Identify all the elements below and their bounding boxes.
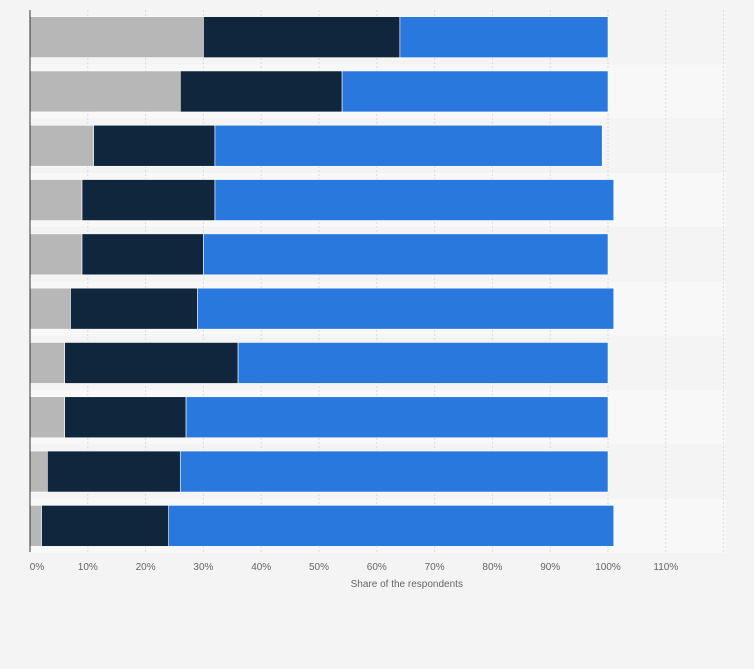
bar-segment xyxy=(93,124,216,167)
bar-segment xyxy=(214,179,615,221)
bar-segment xyxy=(81,233,204,276)
bar-segment xyxy=(29,505,42,547)
x-tick-label: 90% xyxy=(540,562,560,573)
x-tick-label: 40% xyxy=(251,562,271,573)
bar-segment xyxy=(70,287,198,330)
bar-segment xyxy=(29,396,65,439)
x-tick-label: 110% xyxy=(653,562,678,573)
bar-segment xyxy=(64,396,187,439)
x-tick-label: 80% xyxy=(482,562,502,573)
x-axis-ticks: 0% 10% 20% 30% 40% 50% 60% 70% 80% 90% 100% 110% xyxy=(30,562,679,573)
bar-segment xyxy=(29,450,48,493)
bar-segment xyxy=(29,16,204,58)
x-tick-label: 100% xyxy=(595,562,621,573)
bar-segment xyxy=(179,450,609,493)
bar-segment xyxy=(29,70,181,113)
x-tick-label: 50% xyxy=(309,562,329,573)
x-tick-label: 0% xyxy=(30,562,45,573)
x-tick-label: 60% xyxy=(367,562,387,573)
bar-segment xyxy=(41,505,170,547)
bar-segment xyxy=(47,450,181,493)
bar-segment xyxy=(341,70,609,113)
bar-segment xyxy=(185,396,609,439)
x-tick-label: 10% xyxy=(78,562,98,573)
x-tick-label: 30% xyxy=(193,562,213,573)
bar-segment xyxy=(214,124,603,167)
bar-segment xyxy=(168,505,615,547)
bar-segment xyxy=(237,342,609,384)
bars-layer xyxy=(29,16,615,547)
x-axis-title: Share of the respondents xyxy=(351,579,463,590)
bar-segment xyxy=(81,179,216,221)
bar-segment xyxy=(203,16,401,58)
bar-segment xyxy=(203,233,609,276)
bar-segment xyxy=(197,287,615,330)
bar-segment xyxy=(29,287,71,330)
bar-segment xyxy=(179,70,343,113)
bar-segment xyxy=(399,16,609,58)
x-tick-label: 70% xyxy=(425,562,445,573)
bar-segment xyxy=(29,179,83,221)
bar-segment xyxy=(29,233,83,276)
bar-segment xyxy=(64,342,239,384)
bar-segment xyxy=(29,342,65,384)
bar-segment xyxy=(29,124,94,167)
x-tick-label: 20% xyxy=(136,562,156,573)
